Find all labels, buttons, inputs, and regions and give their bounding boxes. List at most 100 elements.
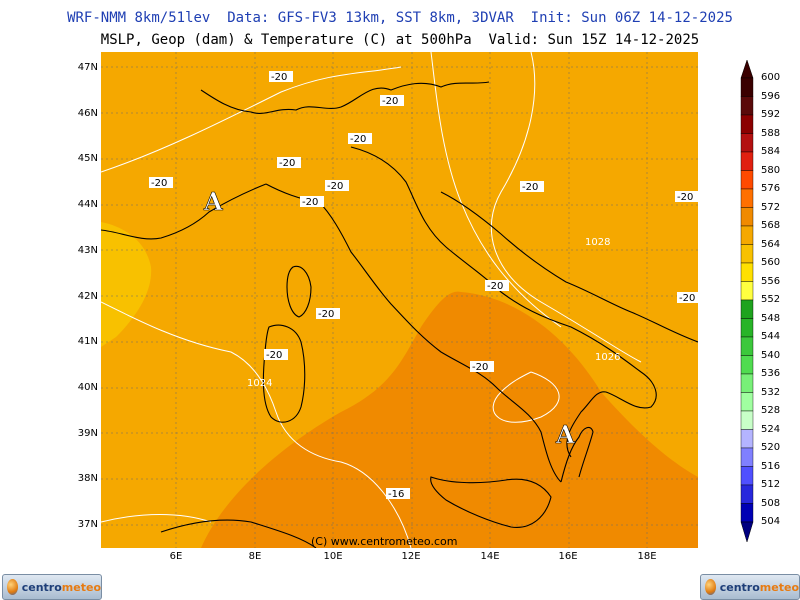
pressure-label: 1028 xyxy=(585,237,610,248)
lat-label: 44N xyxy=(77,199,98,210)
geopotential-zone-568-572 xyxy=(201,291,698,548)
colorbar-label: 556 xyxy=(761,275,781,287)
temperature-label-text: -20 xyxy=(151,178,167,189)
colorbar-segment xyxy=(740,170,754,190)
colorbar-label: 600 xyxy=(761,72,781,83)
temperature-label: -20 xyxy=(300,196,324,208)
colorbar-segment xyxy=(740,244,754,264)
chart-header-line2: MSLP, Geop (dam) & Temperature (C) at 50… xyxy=(100,32,700,48)
lat-label: 43N xyxy=(77,245,98,256)
temperature-label: -20 xyxy=(470,361,494,373)
temperature-label-text: -20 xyxy=(266,350,282,361)
lon-label: 8E xyxy=(248,551,262,562)
colorbar-label: 532 xyxy=(761,386,781,398)
colorbar-label: 568 xyxy=(761,220,781,231)
colorbar-segment xyxy=(740,429,754,449)
colorbar-segment xyxy=(740,447,754,467)
colorbar-segment xyxy=(740,225,754,245)
temperature-label: -20 xyxy=(348,133,372,145)
lat-label: 37N xyxy=(77,519,98,530)
lat-label: 39N xyxy=(77,428,98,439)
coastlines xyxy=(101,81,698,548)
logo-text-part2: meteo xyxy=(759,580,799,594)
colorbar-segment xyxy=(740,392,754,412)
temperature-label: -20 xyxy=(520,181,544,193)
lon-label: 6E xyxy=(169,551,183,562)
temperature-label: -20 xyxy=(485,280,509,292)
colorbar-label: 524 xyxy=(761,423,781,435)
globe-icon xyxy=(7,579,18,595)
centrometeo-logo-right[interactable]: centro meteo xyxy=(700,574,800,600)
colorbar-segment xyxy=(740,96,754,116)
lon-label: 18E xyxy=(637,551,657,562)
colorbar xyxy=(740,60,754,543)
colorbar-segment xyxy=(740,355,754,375)
colorbar-segment xyxy=(740,299,754,319)
globe-icon xyxy=(705,579,716,595)
temperature-label-text: -20 xyxy=(302,197,318,208)
high-pressure-marker: A xyxy=(555,420,575,449)
temperature-label: -20 xyxy=(380,95,404,107)
centrometeo-logo-left[interactable]: centro meteo xyxy=(2,574,102,600)
colorbar-segment xyxy=(740,207,754,227)
colorbar-segment xyxy=(740,262,754,282)
temperature-label: -20 xyxy=(277,157,301,169)
temperature-label: -20 xyxy=(675,191,698,203)
colorbar-segment xyxy=(740,318,754,338)
colorbar-label: 584 xyxy=(761,146,781,157)
colorbar-segment xyxy=(740,281,754,301)
lat-label: 41N xyxy=(77,336,98,347)
temperature-label: -20 xyxy=(149,177,173,189)
lon-label: 12E xyxy=(401,551,421,562)
lat-label: 40N xyxy=(77,382,98,393)
colorbar-label: 520 xyxy=(761,442,781,453)
colorbar-segment xyxy=(740,188,754,208)
temperature-label-text: -20 xyxy=(472,362,488,373)
colorbar-segment xyxy=(740,373,754,393)
colorbar-label: 588 xyxy=(761,127,781,139)
colorbar-segment xyxy=(740,151,754,171)
colorbar-label: 508 xyxy=(761,497,781,509)
colorbar-segment xyxy=(740,114,754,134)
colorbar-label: 540 xyxy=(761,349,781,361)
temperature-label-text: -20 xyxy=(350,134,366,145)
colorbar-label: 572 xyxy=(761,201,781,213)
colorbar-label: 512 xyxy=(761,479,781,490)
temperature-label-text: -20 xyxy=(522,182,538,193)
lon-label: 16E xyxy=(558,551,578,562)
pressure-label: 1024 xyxy=(247,378,272,389)
colorbar-bottom-arrow xyxy=(740,521,754,543)
temperature-label-text: -20 xyxy=(679,293,695,304)
weather-map: -20 -20 -20 -20 -20 -20 -20 -20 -20 -20 … xyxy=(101,52,698,548)
geopotential-zone-560-564 xyxy=(101,222,152,347)
temperature-label-text: -20 xyxy=(382,96,398,107)
lon-label: 14E xyxy=(480,551,500,562)
copyright-text: (C) www.centrometeo.com xyxy=(311,535,457,548)
lat-label: 45N xyxy=(77,153,98,164)
colorbar-segment xyxy=(740,503,754,523)
colorbar-label: 548 xyxy=(761,312,781,324)
temperature-label: -20 xyxy=(316,308,340,320)
colorbar-label: 576 xyxy=(761,183,781,194)
logo-text-part2: meteo xyxy=(61,580,101,594)
colorbar-segment xyxy=(740,484,754,504)
lat-label: 47N xyxy=(77,62,98,73)
colorbar-label: 580 xyxy=(761,164,781,176)
isolines xyxy=(101,52,642,548)
chart-header-line1: WRF-NMM 8km/51lev Data: GFS-FV3 13km, SS… xyxy=(67,10,733,26)
colorbar-segment xyxy=(740,133,754,153)
colorbar-label: 560 xyxy=(761,257,781,268)
temperature-label-text: -20 xyxy=(271,72,287,83)
lat-label: 42N xyxy=(77,291,98,302)
temperature-label-text: -20 xyxy=(487,281,503,292)
temperature-label-text: -20 xyxy=(327,181,343,192)
temperature-label-text: -16 xyxy=(388,489,404,500)
temperature-label: -16 xyxy=(386,488,410,500)
colorbar-label: 528 xyxy=(761,405,781,416)
temperature-label-text: -20 xyxy=(279,158,295,169)
colorbar-label: 544 xyxy=(761,331,781,342)
colorbar-segment xyxy=(740,466,754,486)
logo-text-part1: centro xyxy=(719,580,760,594)
temperature-label: -20 xyxy=(264,349,288,361)
colorbar-top-arrow xyxy=(740,60,754,79)
